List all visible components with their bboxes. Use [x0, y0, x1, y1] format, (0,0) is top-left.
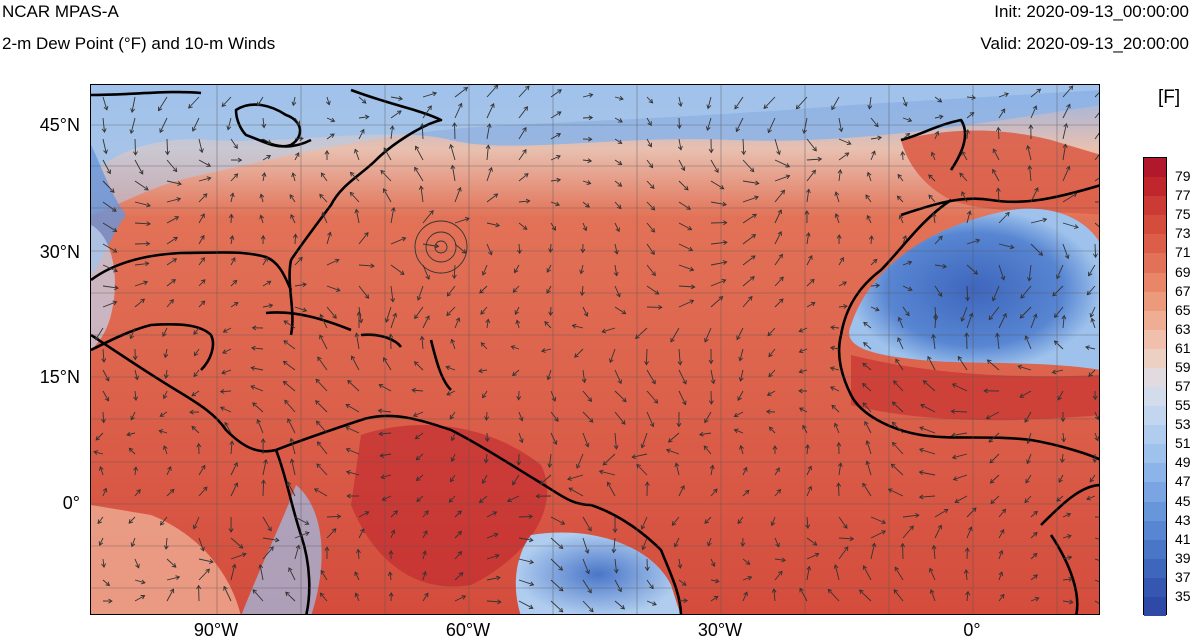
colorbar-tick-label: 41	[1175, 532, 1191, 546]
colorbar-swatch	[1144, 540, 1166, 560]
colorbar-tick-label: 71	[1175, 245, 1191, 259]
colorbar-tick-label: 43	[1175, 513, 1191, 527]
colorbar-swatch	[1144, 578, 1166, 598]
lon-label-30w: 30°W	[680, 620, 760, 641]
colorbar-unit: [F]	[1158, 88, 1180, 108]
colorbar-swatch	[1144, 463, 1166, 483]
colorbar-swatch	[1144, 521, 1166, 541]
colorbar-tick-label: 59	[1175, 360, 1191, 374]
colorbar-swatch	[1144, 158, 1166, 178]
colorbar-tick-label: 79	[1175, 169, 1191, 183]
colorbar-swatch	[1144, 349, 1166, 369]
colorbar-tick-label: 35	[1175, 589, 1191, 603]
colorbar-swatch	[1144, 292, 1166, 312]
lon-label-0: 0°	[932, 620, 1012, 641]
colorbar-swatch	[1144, 330, 1166, 350]
valid-time: Valid: 2020-09-13_20:00:00	[980, 34, 1189, 54]
colorbar-tick-label: 49	[1175, 455, 1191, 469]
colorbar-tick-label: 53	[1175, 417, 1191, 431]
colorbar-swatch	[1144, 425, 1166, 445]
wind-vector	[519, 516, 532, 517]
colorbar-swatch	[1144, 311, 1166, 331]
colorbar-tick-label: 39	[1175, 551, 1191, 565]
wind-vector	[455, 123, 456, 139]
wind-vector	[646, 349, 647, 365]
colorbar-tick-label: 57	[1175, 379, 1191, 393]
colorbar-swatch	[1144, 215, 1166, 235]
colorbar-swatch	[1144, 444, 1166, 464]
colorbar-tick-label: 77	[1175, 188, 1191, 202]
colorbar-swatch	[1144, 368, 1166, 388]
lat-label-30n: 30°N	[0, 242, 80, 263]
colorbar-tick-label: 37	[1175, 570, 1191, 584]
lat-label-45n: 45°N	[0, 115, 80, 136]
colorbar-swatch	[1144, 196, 1166, 216]
colorbar-swatch	[1144, 234, 1166, 254]
colorbar-tick-label: 73	[1175, 226, 1191, 240]
dewpoint-map	[90, 84, 1100, 615]
colorbar-swatch	[1144, 597, 1166, 617]
lon-label-90w: 90°W	[176, 620, 256, 641]
wind-vector	[167, 139, 168, 155]
colorbar-swatch	[1144, 387, 1166, 407]
colorbar-tick-label: 63	[1175, 322, 1191, 336]
colorbar-tick-label: 75	[1175, 207, 1191, 221]
colorbar-swatch	[1144, 273, 1166, 293]
colorbar-tick-label: 51	[1175, 436, 1191, 450]
lat-label-0: 0°	[0, 493, 80, 514]
colorbar-swatch	[1144, 177, 1166, 197]
colorbar-tick-label: 55	[1175, 398, 1191, 412]
colorbar-tick-label: 61	[1175, 341, 1191, 355]
model-title: NCAR MPAS-A	[2, 2, 119, 22]
colorbar-tick-label: 65	[1175, 303, 1191, 317]
lat-label-15n: 15°N	[0, 367, 80, 388]
wind-vector	[135, 139, 136, 155]
colorbar-swatch	[1144, 559, 1166, 579]
wind-vector	[263, 480, 264, 496]
colorbar-tick-label: 47	[1175, 474, 1191, 488]
field-subtitle: 2-m Dew Point (°F) and 10-m Winds	[2, 34, 275, 54]
colorbar-tick-label: 45	[1175, 494, 1191, 508]
colorbar-swatch	[1144, 482, 1166, 502]
lon-label-60w: 60°W	[428, 620, 508, 641]
colorbar-tick-label: 69	[1175, 265, 1191, 279]
colorbar-swatch	[1144, 406, 1166, 426]
colorbar	[1143, 157, 1167, 615]
wind-vector	[1095, 244, 1096, 257]
wind-vector	[679, 118, 680, 128]
colorbar-tick-label: 67	[1175, 284, 1191, 298]
colorbar-swatch	[1144, 253, 1166, 273]
init-time: Init: 2020-09-13_00:00:00	[994, 2, 1189, 22]
colorbar-swatch	[1144, 502, 1166, 522]
wind-vector	[839, 483, 840, 496]
